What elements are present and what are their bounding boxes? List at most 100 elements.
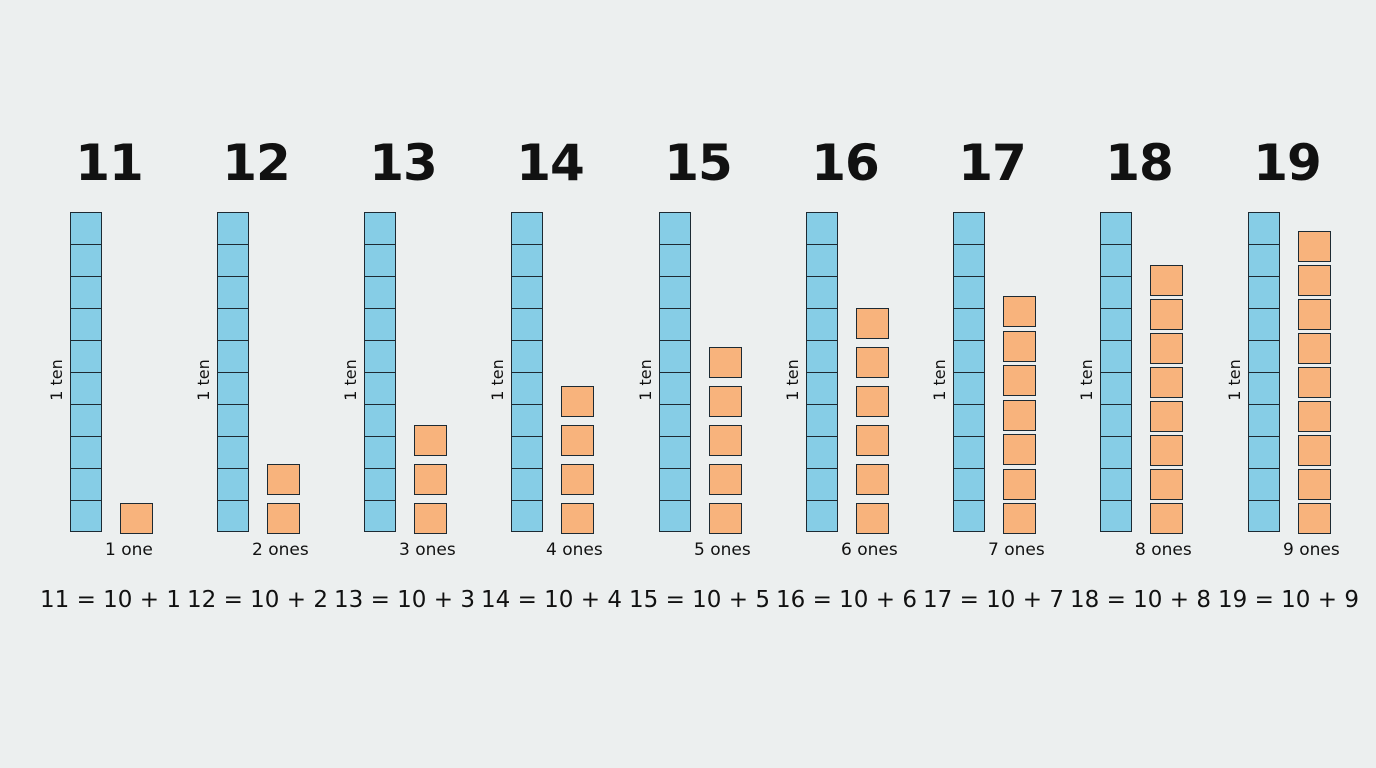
ones-stack [1003,200,1037,534]
ten-rod-unit [365,341,395,373]
ten-rod-unit [807,373,837,405]
ten-rod [953,212,985,532]
ten-rod-unit [954,501,984,533]
ones-label: 8 ones [1135,540,1192,560]
number-column-15: 15 1 ten 5 ones 15 = 10 + 5 [629,0,789,768]
ones-stack [709,200,743,534]
ten-rod-unit [365,309,395,341]
ten-rod-unit [218,405,248,437]
one-cube [561,503,594,534]
one-cube [1298,469,1331,500]
one-cube [1298,367,1331,398]
ten-rod-unit [1249,341,1279,373]
one-cube [1150,265,1183,296]
ten-rod [511,212,543,532]
ones-stack [414,200,448,534]
one-cube [414,425,447,456]
ten-rod [217,212,249,532]
ten-label: 1 ten [930,359,949,401]
ten-rod-unit [1101,405,1131,437]
ten-label: 1 ten [1077,359,1096,401]
ten-rod-unit [1101,437,1131,469]
number-title: 11 [75,134,144,192]
ten-label: 1 ten [488,359,507,401]
ten-rod-unit [660,373,690,405]
one-cube [561,464,594,495]
ten-rod-unit [1249,405,1279,437]
ten-rod-unit [365,245,395,277]
one-cube [1003,434,1036,465]
equation: 13 = 10 + 3 [334,587,475,613]
one-cube [1298,265,1331,296]
ten-rod-unit [218,277,248,309]
ten-rod [806,212,838,532]
ten-rod-unit [365,213,395,245]
number-column-11: 11 1 ten 1 one 11 = 10 + 1 [40,0,200,768]
number-column-13: 13 1 ten 3 ones 13 = 10 + 3 [334,0,494,768]
ten-rod-unit [218,245,248,277]
ten-rod-unit [807,245,837,277]
ten-rod-unit [512,405,542,437]
ten-rod-unit [1101,277,1131,309]
ten-rod-unit [365,373,395,405]
ten-rod-unit [954,405,984,437]
equation: 12 = 10 + 2 [187,587,328,613]
number-title: 14 [516,134,585,192]
ten-rod-unit [512,469,542,501]
ten-rod-unit [71,213,101,245]
ten-rod-unit [1249,501,1279,533]
ten-rod-unit [954,469,984,501]
one-cube [709,386,742,417]
ten-rod-unit [807,405,837,437]
equation: 18 = 10 + 8 [1070,587,1211,613]
number-column-19: 19 1 ten 9 ones 19 = 10 + 9 [1218,0,1376,768]
number-title: 17 [958,134,1027,192]
number-column-17: 17 1 ten 7 ones 17 = 10 + 7 [923,0,1083,768]
one-cube [561,386,594,417]
ten-rod-unit [660,405,690,437]
ten-rod-unit [71,469,101,501]
ten-rod-unit [71,245,101,277]
number-column-16: 16 1 ten 6 ones 16 = 10 + 6 [776,0,936,768]
ones-stack [1298,200,1332,534]
ones-stack [267,200,301,534]
ten-rod-unit [365,405,395,437]
one-cube [1150,299,1183,330]
ten-rod-unit [1249,309,1279,341]
ten-rod-unit [218,501,248,533]
ten-rod-unit [512,309,542,341]
number-title: 12 [222,134,291,192]
ten-rod-unit [512,437,542,469]
ten-rod-unit [71,373,101,405]
ten-rod [659,212,691,532]
ones-label: 5 ones [694,540,751,560]
number-title: 19 [1253,134,1322,192]
ten-rod-unit [218,213,248,245]
one-cube [414,503,447,534]
ten-rod-unit [954,341,984,373]
one-cube [1298,333,1331,364]
ones-stack [561,200,595,534]
ten-rod-unit [954,309,984,341]
ten-rod-unit [71,437,101,469]
ten-rod [1248,212,1280,532]
ones-label: 9 ones [1283,540,1340,560]
ten-rod-unit [1249,213,1279,245]
one-cube [1298,299,1331,330]
ten-rod-unit [365,277,395,309]
ones-label: 1 one [105,540,153,560]
one-cube [120,503,153,534]
one-cube [1298,401,1331,432]
one-cube [1150,401,1183,432]
ten-rod-unit [660,213,690,245]
ten-rod-unit [660,437,690,469]
ten-label: 1 ten [194,359,213,401]
ten-rod-unit [512,245,542,277]
ten-rod-unit [1249,277,1279,309]
ten-rod-unit [954,245,984,277]
equation: 14 = 10 + 4 [481,587,622,613]
ten-label: 1 ten [636,359,655,401]
ten-rod-unit [954,373,984,405]
ten-label: 1 ten [1225,359,1244,401]
ten-rod-unit [71,405,101,437]
